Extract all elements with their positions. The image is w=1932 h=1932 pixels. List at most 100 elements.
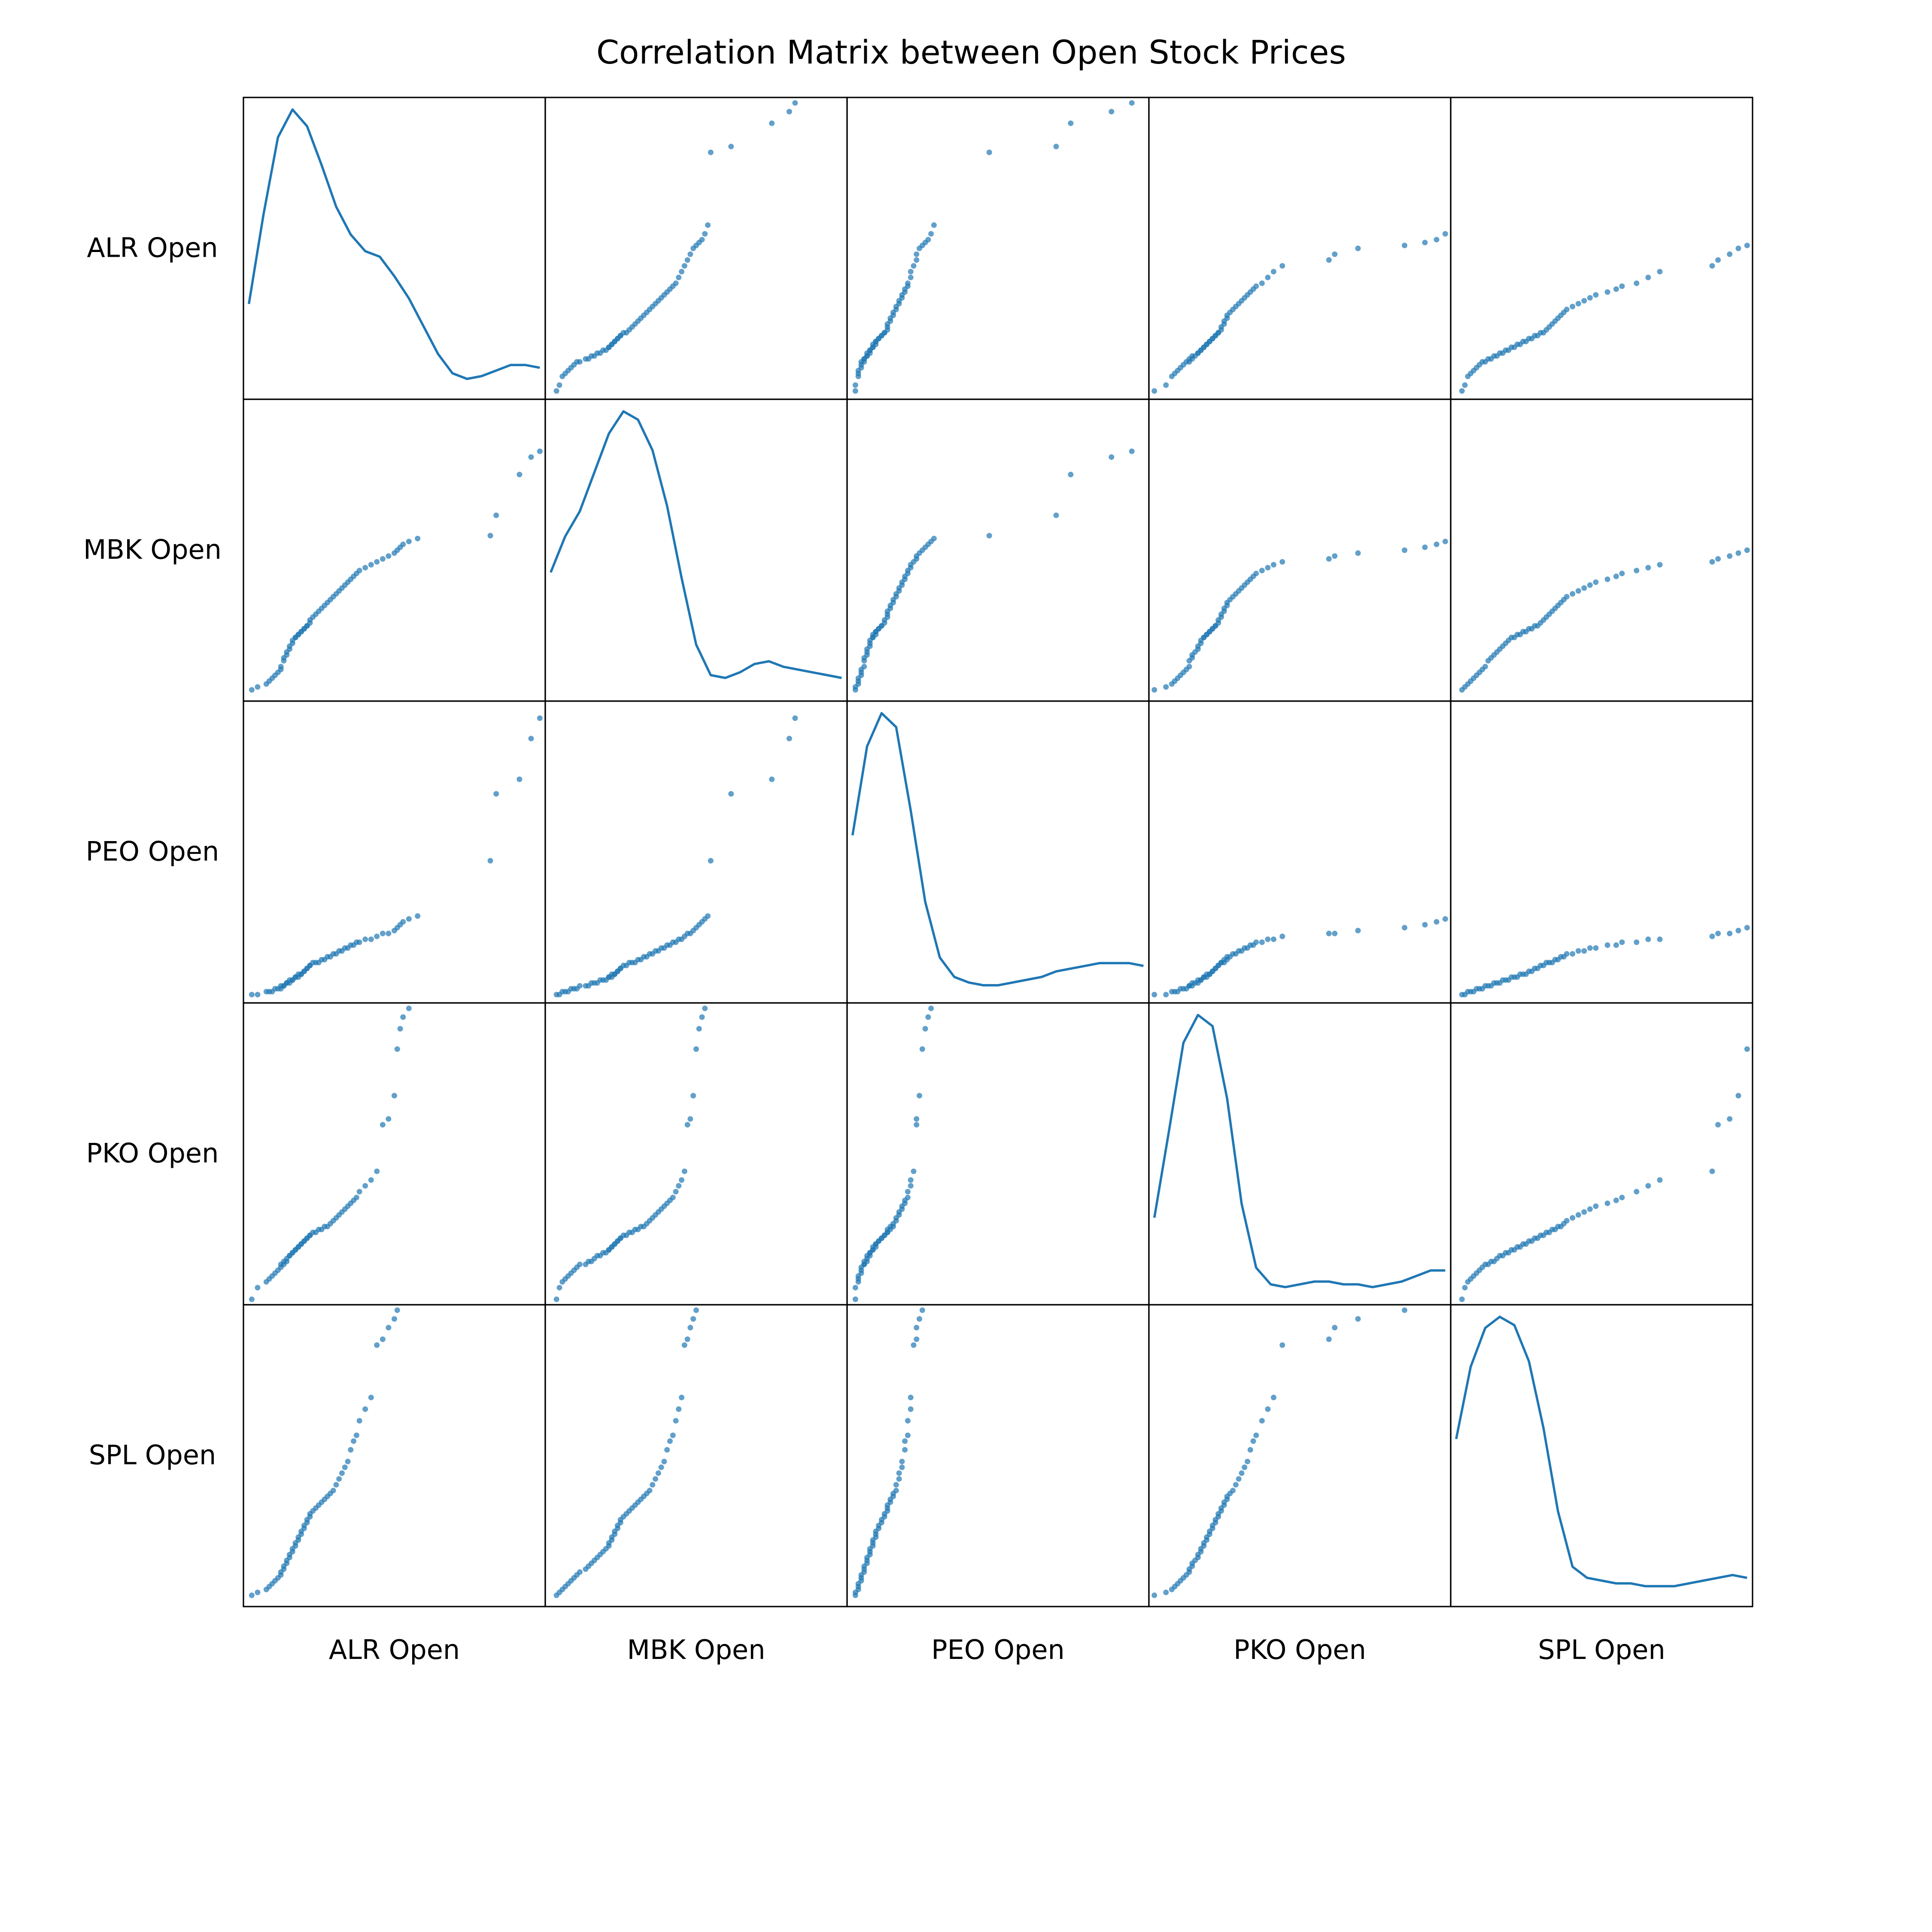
scatter-point xyxy=(249,992,255,998)
scatter-point xyxy=(1715,257,1721,263)
scatter-point xyxy=(1355,928,1361,933)
scatter-point xyxy=(1271,936,1276,942)
cell-pko-open-vs-alr-open xyxy=(243,1002,546,1306)
scatter-point xyxy=(353,1432,359,1438)
column-label-peo-open: PEO Open xyxy=(931,1634,1065,1665)
scatter-point xyxy=(1259,568,1265,574)
scatter-point xyxy=(353,1194,359,1200)
scatter-point xyxy=(356,939,362,945)
scatter-point xyxy=(1259,280,1265,286)
scatter-point xyxy=(1634,280,1640,286)
scatter-point xyxy=(1230,1488,1236,1494)
cell-spl-open-vs-peo-open xyxy=(846,1304,1150,1607)
scatter-point xyxy=(1709,1168,1715,1174)
scatter-point xyxy=(693,1046,699,1052)
scatter-point xyxy=(702,231,708,237)
scatter-point xyxy=(516,471,522,477)
scatter-point xyxy=(1587,295,1593,301)
scatter-point xyxy=(1163,684,1169,690)
row-label-alr-open: ALR Open xyxy=(87,232,218,264)
scatter-point xyxy=(1735,1093,1741,1099)
cell-peo-open-vs-alr-open xyxy=(243,700,546,1004)
cell-pko-open-vs-peo-open xyxy=(846,1002,1150,1306)
scatter-point xyxy=(792,715,798,721)
scatter-point xyxy=(684,1336,690,1342)
scatter-point xyxy=(1564,951,1570,957)
scatter-point xyxy=(255,684,261,690)
cell-spl-open-vs-mbk-open xyxy=(544,1304,848,1607)
scatter-point xyxy=(899,1458,905,1464)
scatter-point xyxy=(1053,512,1059,518)
scatter-point xyxy=(1727,1116,1733,1122)
cell-peo-open-vs-spl-open xyxy=(1450,700,1753,1004)
scatter-point xyxy=(493,512,499,518)
scatter-point xyxy=(896,1470,902,1476)
scatter-point xyxy=(1715,930,1721,936)
scatter-point xyxy=(1581,1209,1587,1215)
cell-alr-open-vs-alr-open xyxy=(243,97,546,400)
scatter-point xyxy=(905,280,911,286)
cell-mbk-open-vs-mbk-open xyxy=(544,398,848,702)
scatter-point xyxy=(374,1342,380,1348)
scatter-point xyxy=(928,1005,934,1012)
scatter-point xyxy=(1593,292,1599,298)
scatter-point xyxy=(861,664,867,670)
scatter-point xyxy=(687,251,693,257)
cell-frame xyxy=(243,700,546,1004)
scatter-point xyxy=(852,388,858,394)
scatter-point xyxy=(1575,948,1581,954)
scatter-point xyxy=(928,231,934,237)
scatter-point xyxy=(914,1116,920,1122)
scatter-point xyxy=(537,715,543,721)
column-label-mbk-open: MBK Open xyxy=(627,1634,766,1665)
kde-curve-mbk-open xyxy=(550,410,842,679)
scatter-point xyxy=(1645,1183,1651,1189)
scatter-point xyxy=(1604,942,1610,948)
scatter-point xyxy=(1151,992,1157,998)
scatter-point xyxy=(670,1432,676,1438)
scatter-point xyxy=(1279,933,1285,939)
scatter-point xyxy=(386,553,392,559)
scatter-point xyxy=(362,565,368,571)
scatter-point xyxy=(1326,257,1332,263)
scatter-point xyxy=(1245,1458,1250,1464)
scatter-point xyxy=(374,1168,380,1174)
kde-curve-alr-open xyxy=(247,108,540,380)
scatter-point xyxy=(1645,565,1651,571)
scatter-point xyxy=(1163,992,1169,998)
scatter-point xyxy=(1151,1592,1157,1598)
column-label-pko-open: PKO Open xyxy=(1233,1634,1366,1665)
scatter-point xyxy=(356,1418,362,1424)
scatter-point xyxy=(917,1093,922,1099)
scatter-point xyxy=(1271,269,1276,275)
scatter-point xyxy=(1271,562,1276,568)
scatter-point xyxy=(1575,301,1581,307)
scatter-point xyxy=(919,1046,925,1052)
scatter-point xyxy=(553,388,559,394)
cell-frame xyxy=(243,97,546,400)
scatter-point xyxy=(908,274,914,280)
scatter-point xyxy=(1109,109,1115,115)
scatter-point xyxy=(1744,243,1750,249)
scatter-point xyxy=(1744,925,1750,931)
scatter-point xyxy=(728,143,734,149)
scatter-point xyxy=(1129,100,1135,106)
scatter-point xyxy=(658,1464,664,1470)
scatter-point xyxy=(1247,1447,1253,1453)
cell-frame xyxy=(846,700,1150,1004)
scatter-point xyxy=(1434,919,1440,925)
cell-spl-open-vs-pko-open xyxy=(1148,1304,1452,1607)
scatter-point xyxy=(1581,585,1587,591)
scatter-point xyxy=(1355,1316,1361,1322)
scatter-point xyxy=(1482,664,1488,670)
scatter-point xyxy=(380,1122,386,1128)
scatter-point xyxy=(356,1189,362,1195)
scatter-point xyxy=(1459,388,1465,394)
scatter-point xyxy=(394,1046,400,1052)
scatter-point xyxy=(899,1464,905,1470)
cell-frame xyxy=(846,97,1150,400)
scatter-point xyxy=(914,251,920,257)
scatter-point xyxy=(708,149,714,155)
scatter-point xyxy=(400,1014,406,1020)
